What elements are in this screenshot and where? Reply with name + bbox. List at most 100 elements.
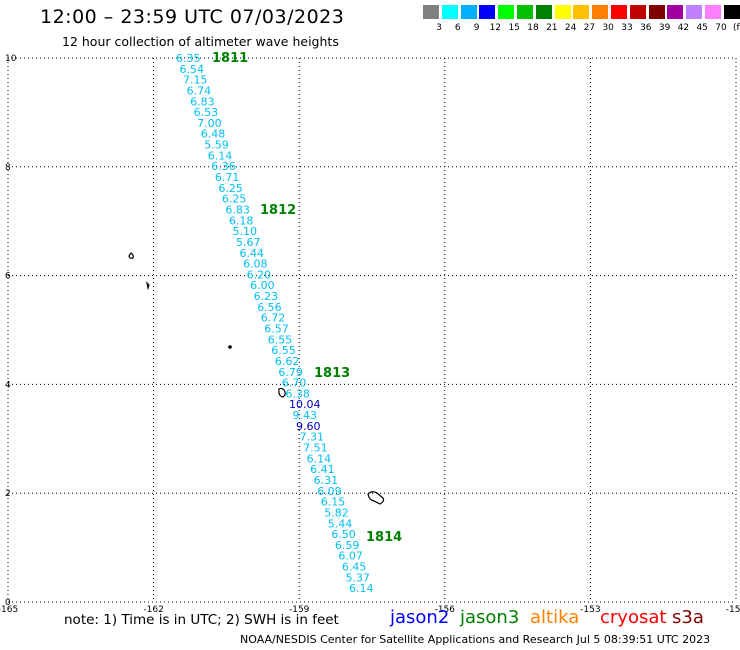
island-outline [367, 491, 385, 505]
wave-height-value: 7.15 [183, 74, 208, 87]
scale-swatch [535, 5, 552, 19]
wave-height-value: 5.82 [324, 506, 349, 519]
scale-swatch [573, 5, 590, 19]
wave-height-value: 6.83 [225, 203, 250, 216]
wave-height-value: 6.71 [215, 171, 240, 184]
satellite-s3a: s3a [672, 607, 704, 628]
x-tick-label: -156 [435, 605, 456, 615]
wave-height-value: 6.83 [190, 95, 215, 108]
wave-height-value: 7.31 [300, 431, 325, 444]
island-outline [228, 345, 232, 349]
scale-label: 21 [546, 23, 558, 33]
wave-height-value: 6.55 [268, 333, 293, 346]
y-tick-label: 8 [5, 163, 11, 173]
page-title: 12:00 – 23:59 UTC 07/03/2023 [40, 6, 345, 28]
hour-label: 1812 [260, 203, 296, 218]
x-tick-label: -153 [580, 605, 600, 615]
scale-swatch [686, 5, 703, 19]
scale-swatch [667, 5, 684, 19]
x-tick-label: -159 [289, 605, 310, 615]
footer-note: note: 1) Time is in UTC; 2) SWH is in fe… [64, 612, 339, 628]
scale-swatch [517, 5, 533, 19]
scale-label: 45 [696, 23, 708, 33]
y-tick-label: 2 [5, 489, 11, 499]
scale-swatch [498, 5, 515, 19]
wave-height-value: 5.37 [345, 571, 370, 584]
wave-height-value: 6.31 [314, 474, 339, 487]
wave-height-value: 6.25 [222, 193, 247, 206]
wave-height-value: 9.43 [292, 409, 317, 422]
wave-height-value: 10.04 [289, 398, 321, 411]
scale-swatch [423, 5, 439, 19]
wave-height-value: 5.67 [236, 236, 261, 249]
scale-label: 12 [489, 23, 502, 33]
wave-height-value: 6.00 [250, 279, 275, 292]
wave-height-value: 6.79 [278, 366, 303, 379]
scale-label: 15 [508, 23, 520, 33]
islands [128, 252, 385, 505]
hour-label: 1813 [314, 366, 350, 381]
wave-height-value: 6.23 [254, 290, 279, 303]
wave-height-value: 5.10 [232, 225, 256, 238]
x-tick-label: -162 [143, 605, 163, 615]
island-outline [128, 252, 134, 259]
wave-height-value: 6.38 [285, 387, 310, 400]
scale-label: 3 [436, 23, 442, 33]
wave-height-value: 6.15 [321, 496, 346, 509]
wave-height-value: 6.18 [229, 214, 254, 227]
wave-height-value: 6.36 [211, 160, 236, 173]
wave-height-value: 6.14 [208, 149, 233, 162]
scale-label: 42 [677, 23, 690, 33]
altimeter-track: 6.356.547.156.746.836.537.006.485.596.14… [176, 51, 402, 595]
wave-height-value: 6.72 [261, 312, 286, 325]
credit-line: NOAA/NESDIS Center for Satellite Applica… [240, 633, 711, 646]
wave-height-value: 6.14 [349, 582, 374, 595]
satellite-cryosat: cryosat [600, 607, 667, 628]
y-tick-label: 6 [5, 272, 11, 282]
axis-labels: -165 -162 -159 -156 -153 -150 0 2 4 6 8 10 [0, 54, 740, 615]
island-outline [278, 387, 286, 398]
x-tick-label: -150 [726, 605, 740, 615]
satellite-jason2: jason2 [390, 607, 450, 628]
map-grid [7, 57, 737, 603]
wave-height-value: 6.41 [310, 463, 335, 476]
wave-height-value: 6.07 [338, 550, 363, 563]
scale-swatch [705, 5, 721, 19]
wave-height-value: 9.60 [296, 420, 321, 433]
scale-swatch [441, 5, 458, 19]
scale-swatch [479, 5, 496, 19]
scale-label: 36 [640, 23, 652, 33]
wave-height-value: 6.62 [275, 355, 300, 368]
wave-height-value: 6.50 [331, 528, 356, 541]
wave-height-value: 6.14 [307, 452, 332, 465]
wave-height-value: 6.74 [187, 84, 212, 97]
wave-height-value: 6.48 [201, 128, 226, 141]
wave-height-value: 6.08 [243, 258, 268, 271]
scale-swatch [592, 5, 609, 19]
y-tick-label: 10 [5, 54, 17, 64]
wave-height-value: 6.55 [271, 344, 296, 357]
scale-swatch [554, 5, 571, 19]
satellite-altika: altika [530, 607, 580, 628]
wave-height-value: 6.09 [317, 485, 342, 498]
scale-label: 27 [583, 23, 596, 33]
scale-label: 33 [621, 23, 633, 33]
page-subtitle: 12 hour collection of altimeter wave hei… [62, 34, 339, 49]
island-outline [146, 281, 150, 291]
scale-label: 18 [527, 23, 539, 33]
wave-height-value: 6.44 [240, 247, 264, 260]
wave-height-value: 5.44 [328, 517, 353, 530]
wave-height-value: 6.35 [176, 52, 201, 65]
wave-height-value: 6.20 [247, 268, 272, 281]
wave-height-value: 7.51 [303, 442, 328, 455]
wave-height-value: 6.25 [218, 182, 243, 195]
x-tick-label: -165 [0, 605, 18, 615]
wave-height-value: 6.53 [194, 106, 219, 119]
scale-swatch [460, 5, 477, 19]
wave-height-value: 6.45 [342, 561, 367, 574]
wave-height-value: 6.56 [257, 301, 282, 314]
scale-label: 6 [454, 23, 461, 33]
satellite-jason3: jason3 [460, 607, 520, 628]
y-tick-label: 4 [5, 380, 11, 390]
